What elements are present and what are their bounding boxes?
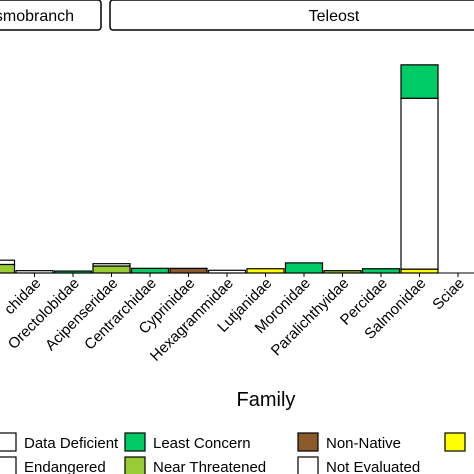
bar-segment — [0, 263, 16, 274]
legend-label: Not Evaluated — [326, 459, 420, 474]
x-axis: chidaeOrectolobidaeAcipenseridaeCentrarc… — [0, 272, 474, 365]
legend-swatch — [0, 432, 17, 452]
legend-label: Non-Native — [326, 435, 401, 452]
facet-strips: asmobranch Teleost — [0, 0, 474, 31]
x-tick-label: Sciae — [429, 275, 468, 314]
legend-swatch — [0, 456, 17, 474]
legend-swatch — [124, 432, 146, 452]
bars — [0, 64, 439, 274]
legend-label: Near Threatened — [153, 459, 266, 474]
facet-label: Teleost — [309, 8, 360, 25]
legend-label: Endangered — [24, 459, 106, 474]
bar-segment — [400, 64, 439, 99]
bar-segment — [169, 267, 208, 274]
bar-segment — [92, 265, 131, 274]
legend-label: Least Concern — [153, 435, 251, 452]
bar-segment — [361, 268, 401, 274]
bar-segment — [0, 259, 16, 266]
bar-segment — [246, 268, 285, 274]
facet-strip — [0, 0, 102, 31]
legend-swatch — [444, 432, 466, 452]
bar-segment — [130, 267, 170, 274]
legend-swatch — [297, 456, 319, 474]
legend: Data Deficient Least Concern Non-Native End… — [0, 432, 466, 474]
legend-label: Data Deficient — [24, 435, 119, 452]
facet-strip — [109, 0, 474, 31]
bar-segment — [92, 263, 131, 267]
legend-swatch — [124, 456, 146, 474]
x-axis-title: Family — [237, 389, 296, 411]
bar-segment — [284, 262, 324, 274]
legend-swatch — [297, 432, 319, 452]
facet-label: asmobranch — [0, 8, 74, 25]
bar-segment — [400, 97, 439, 270]
